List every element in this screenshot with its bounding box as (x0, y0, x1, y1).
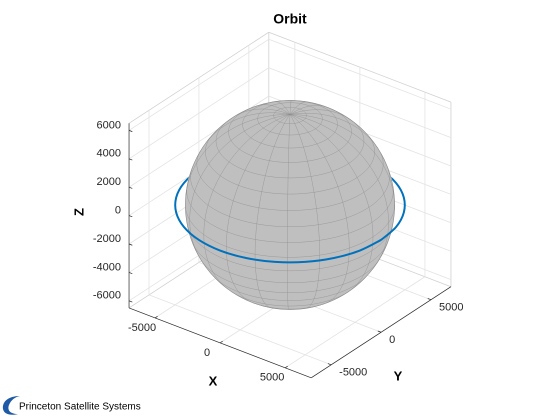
z-tick-label: -2000 (93, 233, 121, 245)
y-tick-label: 0 (389, 334, 395, 346)
grid-line (128, 38, 270, 131)
chart-title: Orbit (273, 11, 307, 27)
x-tick (154, 315, 158, 319)
sphere-meridian (254, 114, 291, 309)
y-tick (427, 298, 432, 301)
y-axis-label: Y (394, 368, 403, 383)
z-tick (128, 186, 133, 189)
x-tick-label: 0 (204, 347, 210, 359)
sphere-meridian (289, 105, 327, 115)
sphere-meridian (203, 114, 291, 289)
sphere-meridian (289, 114, 350, 304)
sphere-parallel (187, 225, 393, 272)
sphere-meridian (189, 114, 291, 257)
z-tick-label: -6000 (93, 290, 121, 302)
sphere-parallel (196, 151, 384, 211)
sphere-meridian (226, 114, 291, 303)
sphere-meridian (233, 108, 291, 117)
grid-line (268, 38, 452, 110)
grid-line (268, 67, 452, 138)
sphere-parallel (213, 275, 367, 301)
y-tick (377, 330, 382, 333)
footer-logo: Princeton Satellite Systems (2, 396, 141, 415)
x-tick (284, 365, 288, 369)
y-tick-label: 5000 (439, 302, 463, 314)
z-tick (128, 300, 133, 303)
z-tick (128, 272, 133, 274)
sphere-parallel (185, 204, 395, 258)
sphere-meridian (289, 109, 352, 121)
sphere-meridian (275, 101, 291, 115)
x-tick-label: -5000 (128, 322, 156, 334)
grid-line (148, 294, 332, 366)
x-tick-label: 5000 (260, 372, 284, 384)
z-tick (128, 130, 133, 132)
sphere-meridian (287, 114, 291, 310)
grid-line (128, 67, 270, 160)
y-tick-label: -5000 (339, 367, 367, 379)
z-tick (128, 243, 133, 246)
x-tick (219, 340, 223, 344)
y-tick (327, 363, 332, 366)
sphere-meridian (289, 114, 389, 266)
plot-area (174, 100, 406, 310)
sphere-meridian (289, 114, 395, 211)
z-tick-label: 0 (115, 205, 121, 217)
sphere-parallel (254, 303, 326, 310)
sphere-meridian (289, 114, 320, 309)
sphere-meridian (185, 114, 291, 196)
sphere-meridian (289, 101, 308, 115)
z-tick-label: 6000 (97, 119, 121, 131)
logo-swoosh (2, 396, 20, 415)
sphere-meridian (255, 104, 291, 115)
z-tick-label: 4000 (97, 148, 121, 160)
z-axis-label: Z (71, 208, 86, 216)
z-tick (128, 158, 133, 161)
z-tick-label: 2000 (97, 176, 121, 188)
sphere-meridian (289, 100, 292, 115)
sphere-meridian (289, 114, 374, 292)
sphere-parallel (205, 135, 375, 195)
z-tick-label: -4000 (93, 261, 121, 273)
sphere-meridian (206, 112, 291, 142)
z-tick (128, 215, 133, 218)
orbit-line (174, 146, 406, 264)
sphere-meridian (289, 112, 380, 151)
footer-text: Princeton Satellite Systems (19, 402, 141, 413)
x-axis-label: X (209, 373, 218, 388)
